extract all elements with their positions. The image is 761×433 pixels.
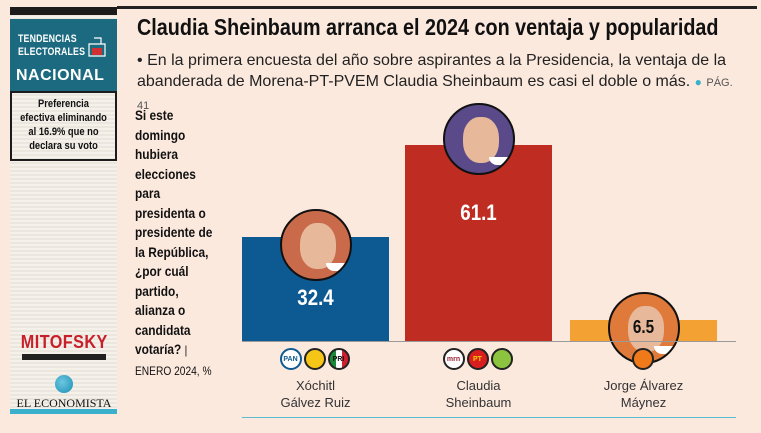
candidate-name: Claudia Sheinbaum [409,377,549,411]
face-icon [462,117,509,165]
pollster-tagline-bar [22,354,106,360]
question-text: Si este domingo hubiera elecciones para … [135,107,213,357]
party-logo-pt-icon: PT [466,348,489,370]
candidate-name-line-2: Sheinbaum [445,395,512,410]
smile-icon [325,263,346,272]
candidate-name: Jorge Álvarez Máynez [574,377,714,411]
party-logo-prd-icon [303,348,326,370]
candidate-name-line-2: Máynez [620,395,667,410]
chart-baseline [242,341,736,342]
smile-icon [488,157,509,165]
bar-value-label: 6.5 [632,317,655,338]
candidate-photo [279,209,352,282]
globe-icon [55,375,73,393]
party-logos [631,348,654,370]
question-meta: ENERO 2024, % [135,363,212,378]
party-logo-pvem-icon [490,348,513,370]
note-text: Preferencia efectiva eliminando al 16.9%… [20,98,107,152]
headline: Claudia Sheinbaum arranca el 2024 con ve… [137,14,719,40]
top-rule [117,6,757,9]
subtitle: • En la primera encuesta del año sobre a… [137,50,747,117]
candidate-name-line-1: Xóchitl [295,378,336,393]
sidebar-top-bar [10,7,117,15]
page-reference: PÁG. 41 [137,77,733,112]
methodology-note: Preferencia efectiva eliminando al 16.9%… [10,91,117,161]
bar-value-label: 61.1 [460,200,497,225]
candidate-name-line-2: Gálvez Ruiz [280,395,351,410]
face-icon [299,223,346,272]
candidate-name: Xóchitl Gálvez Ruiz [246,377,386,411]
bar-value-label: 32.4 [297,285,334,311]
party-logos: PAN PRI [279,348,350,370]
smile-icon [653,346,674,355]
candidate-photo [442,103,515,175]
ballot-box-icon [88,37,106,57]
party-logo-pan-icon: PAN [279,348,302,370]
party-logo-pri-icon: PRI [327,348,350,370]
survey-question: Si este domingo hubiera elecciones para … [135,106,220,381]
sidebar: TENDENCIAS ELECTORALES NACIONAL Preferen… [10,7,117,414]
party-logos: mrn PT [442,348,513,370]
section-brand: TENDENCIAS ELECTORALES NACIONAL [10,19,117,91]
party-logo-morena-icon: mrn [442,348,465,370]
party-logo-mc-icon [631,348,654,370]
candidate-name-line-1: Jorge Álvarez [603,378,684,393]
subtitle-text: En la primera encuesta del año sobre asp… [137,52,727,90]
page-ref-dot: ● [694,75,702,89]
publisher-logo: EL ECONOMISTA [16,396,112,410]
question-separator: | [184,343,188,357]
bar-1 [405,145,552,341]
pollster-logo: MITOFSKY [20,332,108,352]
sidebar-bottom-bar [10,409,117,414]
face-icon [627,306,674,355]
candidate-name-line-1: Claudia [456,378,501,393]
brand-text: TENDENCIAS ELECTORALES [18,33,85,59]
bullet: • [137,52,143,69]
bottom-rule [242,417,736,418]
brand-line-2: ELECTORALES [18,46,86,58]
brand-line-1: TENDENCIAS [18,33,77,45]
brand-line-3: NACIONAL [16,67,105,84]
